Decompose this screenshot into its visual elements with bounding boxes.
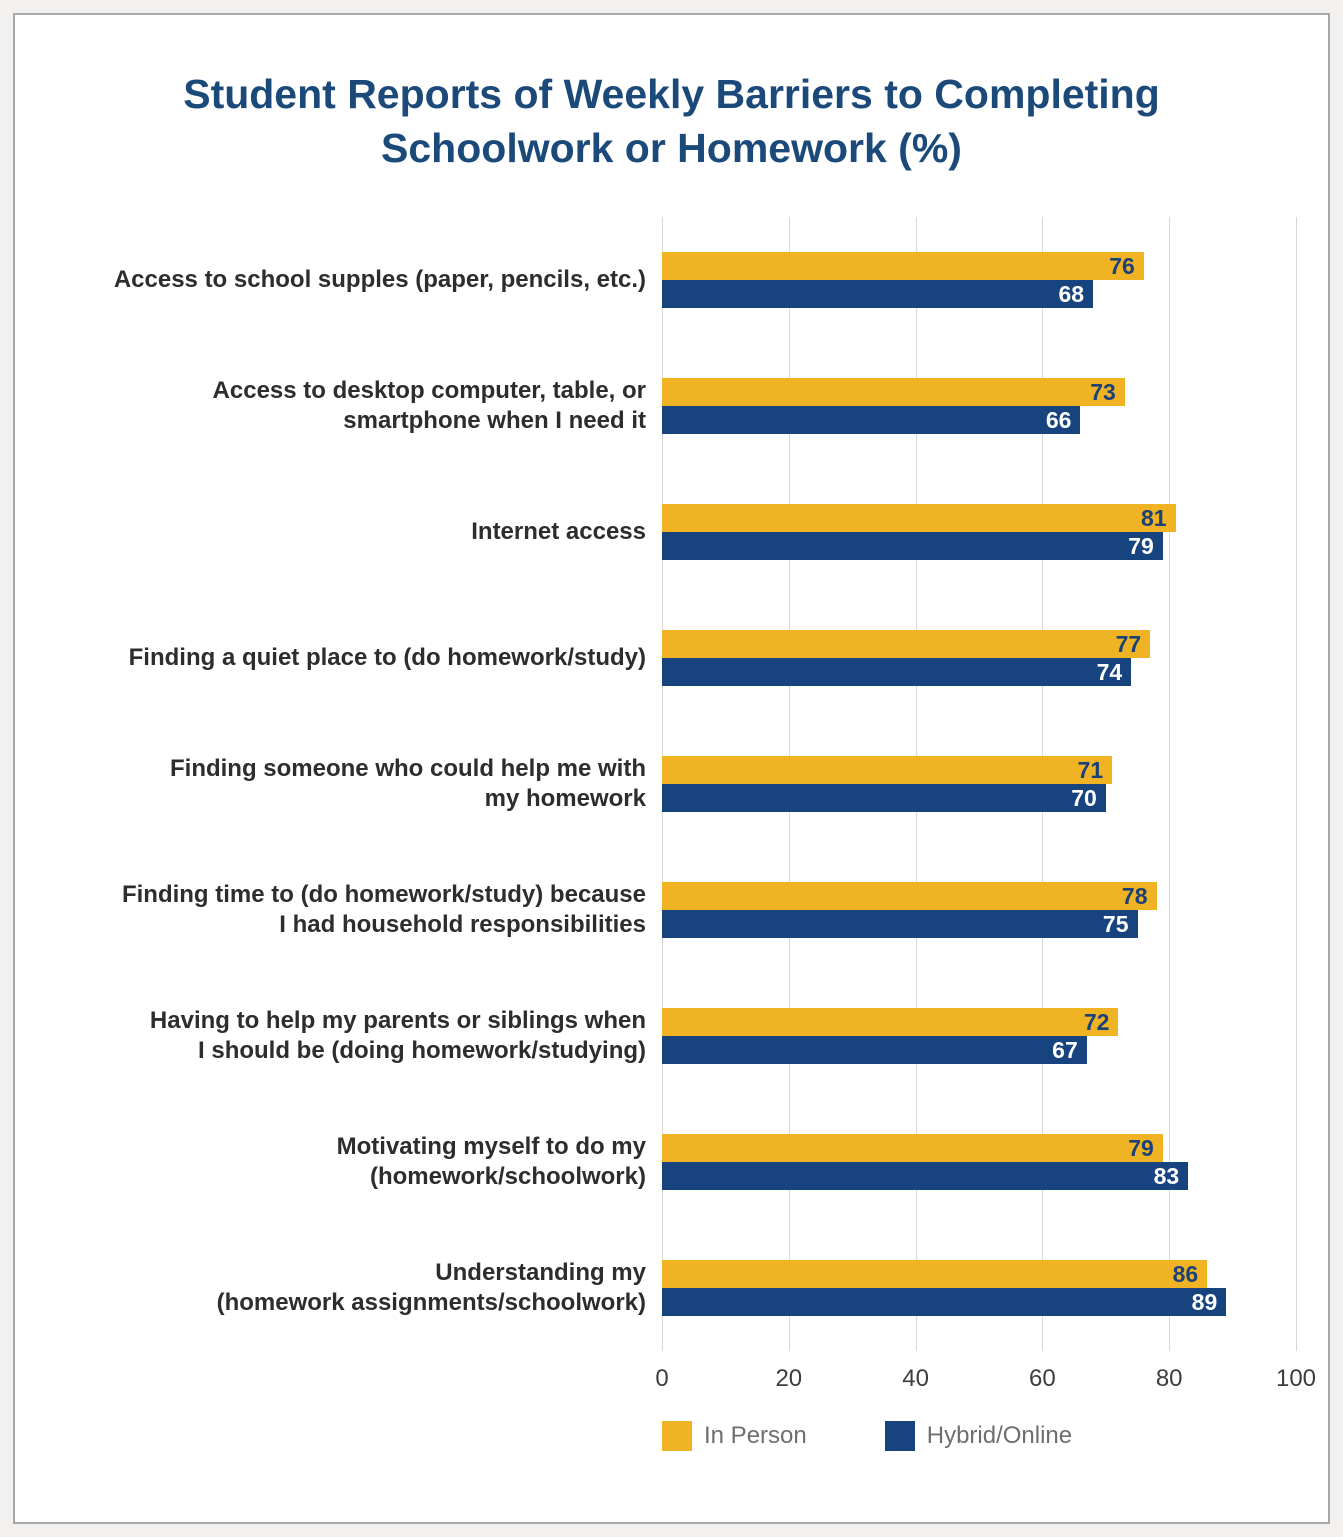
x-axis-tick-label: 60 [1029, 1365, 1056, 1393]
bar-area: 79 83 [662, 1134, 1296, 1191]
category-label: Access to desktop computer, table, or sm… [212, 377, 646, 435]
bar-value-label: 78 [1121, 882, 1148, 909]
x-axis-tick-label: 80 [1155, 1365, 1183, 1393]
x-axis-tick-label: 0 [655, 1365, 669, 1393]
bar-area: 76 68 [662, 252, 1296, 309]
bar-in-person: 79 [662, 1134, 1163, 1163]
bar-value-label: 77 [1115, 630, 1142, 657]
bar-hybrid-online: 75 [662, 910, 1138, 939]
bar-in-person: 73 [662, 378, 1125, 407]
bar-rows: Access to school supples (paper, pencils… [67, 217, 1328, 1351]
bar-value-label: 89 [1191, 1288, 1218, 1315]
bar-area: 81 79 [662, 504, 1296, 561]
category-label: Having to help my parents or siblings wh… [149, 1007, 646, 1065]
bar-hybrid-online: 68 [662, 280, 1094, 309]
chart-row: Understanding my (homework assignments/s… [67, 1225, 1328, 1351]
legend-label: In Person [704, 1422, 807, 1450]
category-label: Motivating myself to do my (homework/sch… [336, 1133, 646, 1191]
category-label: Access to school supples (paper, pencils… [113, 266, 646, 294]
chart-row: Finding a quiet place to (do homework/st… [67, 595, 1328, 721]
bar-hybrid-online: 67 [662, 1036, 1087, 1065]
chart-row: Motivating myself to do my (homework/sch… [67, 1099, 1328, 1225]
bar-value-label: 74 [1096, 658, 1123, 685]
bar-area: 78 75 [662, 882, 1296, 939]
bar-area: 86 89 [662, 1260, 1296, 1317]
chart-row: Finding someone who could help me with m… [67, 721, 1328, 847]
bar-value-label: 76 [1109, 252, 1135, 279]
bar-value-label: 71 [1077, 756, 1104, 783]
gridline [1296, 217, 1297, 1352]
x-axis-tick-label: 20 [775, 1365, 803, 1393]
bar-in-person: 71 [662, 756, 1113, 785]
bar-area: 73 66 [662, 378, 1296, 435]
chart: Access to school supples (paper, pencils… [67, 217, 1328, 1452]
bar-hybrid-online: 74 [662, 658, 1132, 687]
bar-value-label: 86 [1172, 1260, 1199, 1287]
category-label: Internet access [471, 518, 646, 546]
bar-in-person: 86 [662, 1260, 1208, 1289]
x-axis-tick-label: 100 [1275, 1365, 1317, 1393]
gridline [1169, 217, 1171, 1352]
x-axis-ticks: 0 20 40 60 80 100 [655, 1351, 1316, 1397]
legend-item: In Person [662, 1421, 807, 1452]
bar-hybrid-online: 66 [662, 406, 1081, 435]
bar-value-label: 81 [1140, 504, 1167, 531]
chart-row: Access to desktop computer, table, or sm… [67, 343, 1328, 469]
bar-value-label: 79 [1128, 1134, 1154, 1161]
chart-frame: Student Reports of Weekly Barriers to Co… [13, 13, 1330, 1524]
bar-value-label: 79 [1128, 532, 1154, 559]
legend: In Person Hybrid/Online [662, 1421, 1328, 1452]
chart-title: Student Reports of Weekly Barriers to Co… [183, 71, 1160, 172]
category-label: Finding a quiet place to (do homework/st… [128, 644, 646, 672]
bar-value-label: 68 [1058, 280, 1085, 307]
chart-row: Finding time to (do homework/study) beca… [67, 847, 1328, 973]
bar-in-person: 81 [662, 504, 1176, 533]
chart-row: Access to school supples (paper, pencils… [67, 217, 1328, 343]
bar-value-label: 75 [1102, 910, 1129, 937]
category-label: Finding time to (do homework/study) beca… [121, 881, 646, 939]
legend-swatch [662, 1421, 692, 1452]
bar-value-label: 83 [1153, 1162, 1180, 1189]
bar-area: 72 67 [662, 1008, 1296, 1065]
chart-row: Having to help my parents or siblings wh… [67, 973, 1328, 1099]
bar-hybrid-online: 70 [662, 784, 1106, 813]
bar-area: 71 70 [662, 756, 1296, 813]
x-axis-spacer [67, 1351, 662, 1397]
bar-area: 77 74 [662, 630, 1296, 687]
bar-value-label: 73 [1090, 378, 1116, 405]
bar-in-person: 76 [662, 252, 1144, 281]
bar-in-person: 78 [662, 882, 1157, 911]
bar-value-label: 66 [1045, 406, 1072, 433]
chart-row: Internet access 81 79 [67, 469, 1328, 595]
x-axis: 0 20 40 60 80 100 [67, 1351, 1328, 1397]
legend-swatch [884, 1421, 915, 1452]
bar-hybrid-online: 89 [662, 1288, 1227, 1317]
bar-hybrid-online: 79 [662, 532, 1163, 561]
legend-label: Hybrid/Online [926, 1422, 1073, 1450]
x-axis-tick-label: 40 [902, 1365, 929, 1393]
bar-value-label: 70 [1071, 784, 1097, 811]
legend-item: Hybrid/Online [884, 1421, 1073, 1452]
category-label: Understanding my (homework assignments/s… [216, 1259, 646, 1317]
bar-hybrid-online: 83 [662, 1162, 1189, 1191]
bar-in-person: 77 [662, 630, 1151, 659]
bar-value-label: 67 [1052, 1036, 1078, 1063]
category-label: Finding someone who could help me with m… [169, 755, 646, 813]
bar-value-label: 72 [1083, 1008, 1110, 1035]
bar-in-person: 72 [662, 1008, 1119, 1037]
